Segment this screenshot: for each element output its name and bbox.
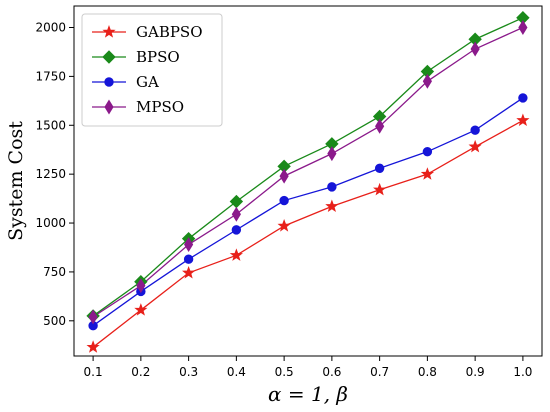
data-point-gabpso: [468, 139, 482, 153]
data-point-gabpso: [373, 182, 387, 196]
legend-marker-bpso: [102, 50, 116, 64]
series-line-ga: [92, 97, 524, 327]
y-tick-label: 1250: [35, 167, 66, 181]
data-point-gabpso: [134, 303, 148, 316]
legend-label-bpso: BPSO: [136, 48, 180, 66]
data-point-gabpso: [420, 167, 434, 180]
data-point-mpso: [327, 146, 337, 162]
x-tick-label: 0.2: [131, 365, 150, 379]
data-point-ga: [183, 254, 194, 264]
legend-marker-mpso: [104, 99, 114, 115]
legend-label-mpso: MPSO: [136, 98, 184, 116]
data-point-ga: [231, 225, 242, 235]
data-point-mpso: [88, 309, 98, 325]
y-tick-label: 500: [43, 314, 66, 328]
x-tick-label: 0.1: [84, 365, 103, 379]
legend-box: [81, 13, 223, 127]
data-point-mpso: [136, 278, 146, 294]
data-point-mpso: [375, 118, 385, 134]
data-point-ga: [374, 163, 385, 173]
legend-label-gabpso: GABPSO: [136, 23, 203, 41]
data-point-ga: [279, 195, 289, 206]
plot-area-frame: [73, 5, 543, 357]
data-point-gabpso: [229, 248, 243, 261]
x-tick-label: 1.0: [513, 365, 532, 379]
x-tick-label: 0.9: [466, 365, 485, 379]
data-point-gabpso: [182, 265, 196, 279]
series-line-bpso: [92, 17, 524, 317]
x-tick-label: 0.6: [322, 365, 341, 379]
data-point-gabpso: [325, 199, 339, 213]
y-tick-label: 750: [43, 265, 66, 279]
y-tick-label: 1000: [35, 216, 66, 230]
data-point-mpso: [279, 168, 289, 184]
data-point-ga: [518, 93, 528, 103]
data-point-mpso: [231, 206, 241, 222]
data-point-ga: [470, 125, 480, 135]
x-tick-label: 0.7: [370, 365, 389, 379]
legend-marker-gabpso: [102, 25, 116, 38]
series-line-gabpso: [92, 119, 524, 348]
data-point-ga: [327, 182, 337, 192]
x-axis-label: α = 1, β: [268, 382, 348, 406]
x-tick-label: 0.5: [275, 365, 294, 379]
data-point-mpso: [470, 41, 480, 57]
y-tick-label: 2000: [35, 21, 66, 35]
data-point-mpso: [422, 73, 432, 89]
y-tick-label: 1500: [35, 118, 66, 132]
series-line-mpso: [92, 26, 524, 318]
legend-marker-ga: [104, 77, 114, 87]
data-point-gabpso: [86, 340, 100, 353]
y-axis-label: System Cost: [5, 121, 27, 241]
x-tick-label: 0.3: [179, 365, 198, 379]
x-tick-label: 0.4: [227, 365, 246, 379]
data-point-gabpso: [516, 113, 530, 127]
data-point-gabpso: [277, 219, 291, 232]
legend-label-ga: GA: [136, 73, 159, 91]
y-tick-label: 1750: [35, 69, 66, 83]
x-tick-label: 0.8: [418, 365, 437, 379]
data-point-mpso: [184, 237, 194, 253]
data-point-ga: [422, 146, 433, 157]
data-point-mpso: [518, 20, 528, 35]
legend: GABPSO BPSO GA MPSO: [81, 13, 223, 127]
data-point-bpso: [229, 194, 244, 209]
